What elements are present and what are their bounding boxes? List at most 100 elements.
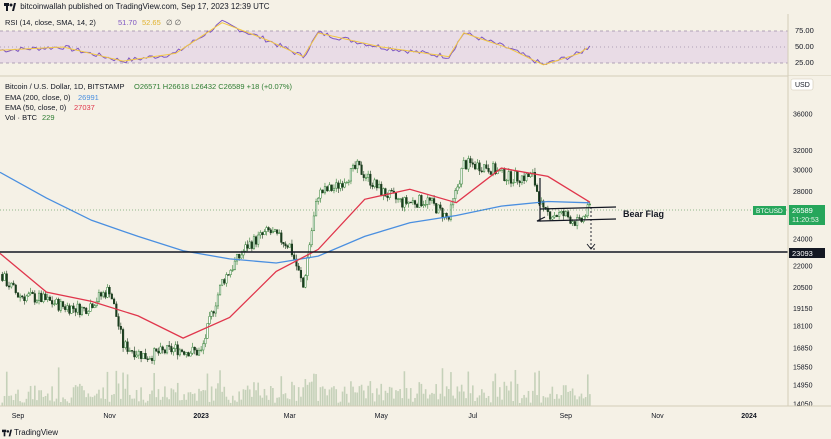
volume-bar — [215, 388, 217, 406]
candle — [512, 182, 515, 184]
volume-bar — [403, 371, 406, 406]
rsi-legend-ma-value: 52.65 — [142, 18, 161, 27]
candle — [91, 303, 94, 308]
price-chart[interactable]: RSI (14, close, SMA, 14, 2) 51.70 52.65 … — [0, 14, 831, 427]
volume-bar — [106, 371, 109, 406]
volume-bar — [14, 393, 17, 406]
candle — [70, 305, 73, 314]
volume-bar — [297, 387, 300, 406]
candle — [29, 292, 32, 295]
candle — [476, 162, 479, 170]
candle — [378, 183, 381, 189]
volume-bar — [10, 395, 13, 406]
volume-bar — [265, 395, 268, 406]
y-tick-label: 28000 — [793, 189, 813, 196]
candle — [341, 183, 344, 188]
candle — [310, 230, 313, 246]
candle — [306, 257, 309, 276]
candle — [242, 250, 245, 256]
candle — [37, 292, 41, 301]
candle — [349, 168, 352, 182]
candle — [571, 221, 574, 224]
candle — [248, 241, 251, 249]
rsi-band — [0, 31, 788, 63]
x-tick-label: Sep — [560, 413, 573, 420]
currency-button[interactable] — [790, 78, 814, 91]
candle — [302, 277, 305, 288]
candle — [319, 189, 322, 199]
volume-bar — [352, 386, 354, 406]
candle — [183, 351, 186, 355]
candle — [413, 200, 417, 205]
volume-bar — [187, 392, 190, 406]
volume-bar — [527, 390, 530, 406]
candle — [57, 298, 60, 311]
volume-bar — [8, 395, 10, 406]
volume-bar — [439, 393, 442, 406]
candle — [48, 296, 51, 301]
volume-bar — [17, 389, 19, 406]
footer-brand: TradingView — [14, 428, 59, 437]
volume-bar — [354, 392, 356, 406]
candle — [1, 274, 4, 281]
volume-bar — [538, 370, 540, 406]
time-axis[interactable]: Sep Nov 2023 Mar May Jul Sep Nov 2024 — [0, 405, 831, 427]
volume-bar — [345, 393, 348, 406]
volume-bar — [426, 398, 429, 406]
candle — [560, 211, 563, 214]
volume-bar — [149, 394, 151, 406]
candle — [155, 348, 158, 352]
candle — [216, 294, 219, 307]
x-tick-labels: Sep Nov 2023 Mar May Jul Sep Nov 2024 — [12, 413, 757, 420]
candle — [435, 203, 438, 214]
volume-bar — [242, 389, 245, 406]
price-axis[interactable]: USD 14050 14950 15850 16850 18100 19150 20500 2… — [753, 14, 831, 409]
volume-bar — [91, 397, 94, 406]
candle — [474, 163, 477, 170]
candle — [437, 204, 440, 214]
candle — [144, 353, 147, 360]
candle — [492, 163, 495, 175]
volume-bar — [407, 398, 410, 406]
candle — [225, 274, 228, 284]
volume-bar — [236, 401, 238, 406]
candle — [200, 349, 203, 352]
volume-bar — [337, 402, 340, 406]
candle — [280, 232, 283, 243]
bear-flag-lower-line — [539, 218, 617, 222]
volume-bar — [525, 397, 528, 406]
volume-bar — [208, 401, 211, 406]
candle — [246, 244, 249, 249]
candle — [297, 265, 300, 271]
candle — [159, 346, 162, 354]
volume-bar — [161, 396, 164, 406]
candle — [165, 345, 169, 354]
volume-bar — [12, 400, 15, 406]
volume-bar — [72, 387, 75, 406]
candle — [290, 243, 293, 256]
volume-bar — [234, 400, 236, 406]
volume-bar — [416, 393, 418, 406]
rsi-axis-label-25: 25.00 — [795, 58, 814, 67]
volume-bar — [170, 388, 173, 406]
candle — [326, 186, 329, 192]
candle — [66, 305, 69, 310]
volume-bar — [490, 402, 492, 406]
candle — [46, 296, 49, 300]
volume-bar — [313, 373, 315, 406]
candle — [170, 346, 173, 353]
volume-bar — [565, 385, 567, 406]
volume-bar — [280, 376, 283, 406]
candle — [267, 227, 270, 231]
volume-bar — [431, 392, 433, 406]
volume-bar — [120, 398, 122, 406]
y-tick-label: 20500 — [793, 285, 813, 292]
candle — [441, 207, 444, 219]
volume-bar — [365, 398, 367, 406]
candle — [255, 236, 258, 245]
volume-bar — [85, 397, 87, 406]
candle — [221, 279, 224, 286]
volume-bar — [240, 399, 243, 406]
candle — [516, 171, 519, 182]
candle — [458, 183, 461, 188]
